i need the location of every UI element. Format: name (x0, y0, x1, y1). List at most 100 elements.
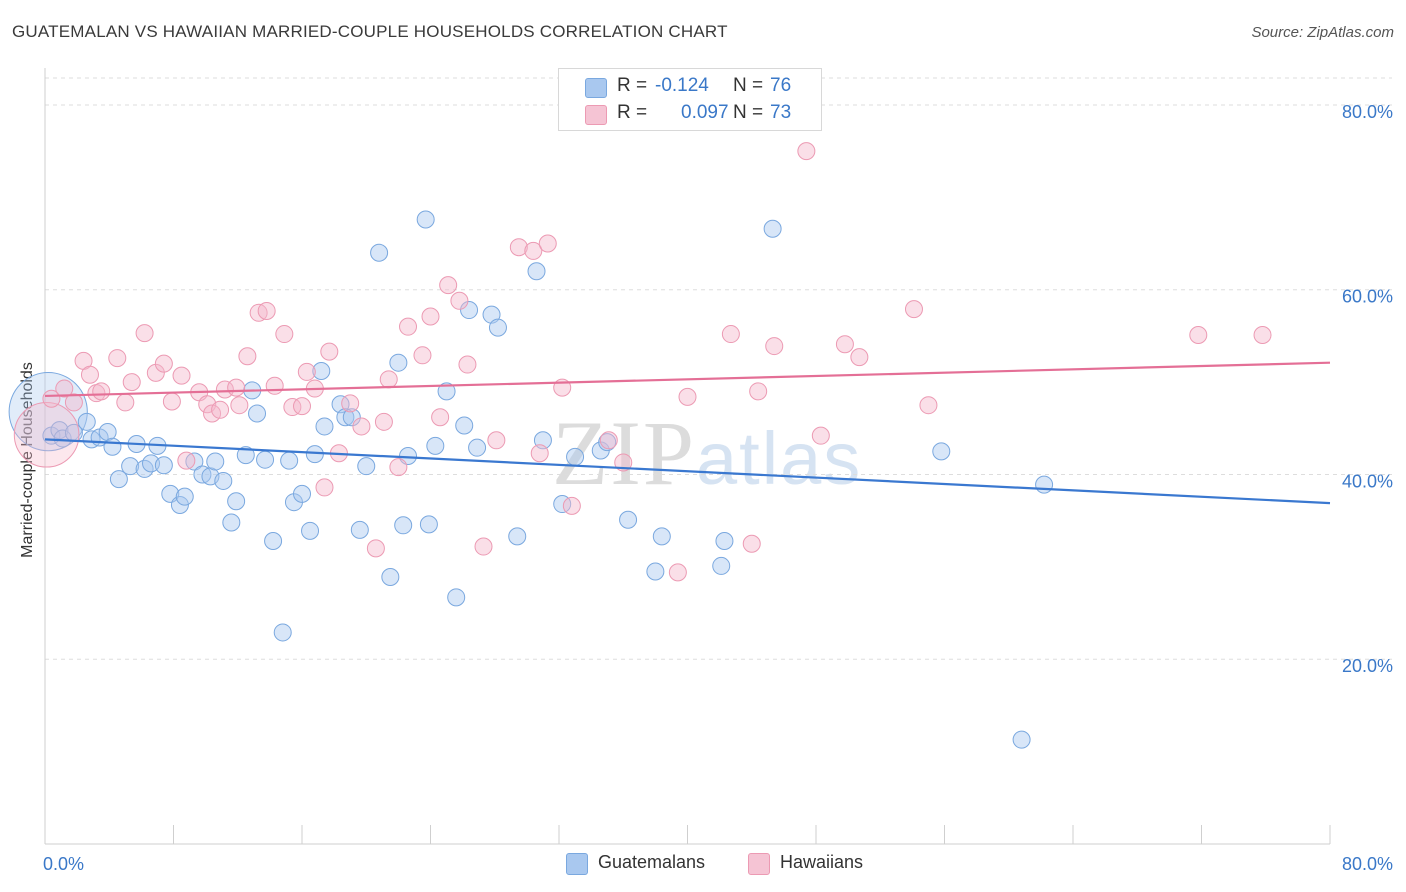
hawaiian-point (366, 539, 385, 558)
hawaiian-point (108, 349, 127, 368)
guatemalan-point (98, 422, 117, 441)
hawaiian-point (42, 389, 61, 408)
hawaiian-point (177, 451, 196, 470)
hawaiian-point (92, 382, 111, 401)
hawaiian-point (64, 393, 83, 412)
hawaiian-point (458, 355, 477, 374)
guatemalan-point (715, 531, 734, 550)
hawaiian-point (275, 325, 294, 344)
hawaiian-point (379, 370, 398, 389)
hawaiian-point (811, 426, 830, 445)
hawaiian-point (1189, 325, 1208, 344)
hawaiian-point (919, 396, 938, 415)
guatemalan-point (293, 484, 311, 503)
hawaiian-point (668, 563, 687, 582)
guatemalan-point (312, 362, 331, 381)
hawaiian-point (215, 380, 234, 399)
hawaiian-point (389, 458, 408, 477)
hawaiian-point (850, 348, 869, 367)
hawaiian-point (399, 317, 418, 336)
hawaiian-point (80, 365, 99, 384)
hawaiian-point (352, 417, 371, 436)
guatemalan-point (416, 210, 435, 229)
hawaiian-point (599, 431, 618, 450)
hawaiian-point (413, 346, 432, 365)
guatemalan-point (1012, 730, 1031, 749)
hawaiian-point (135, 324, 154, 343)
guatemalan-point (488, 318, 507, 337)
guatemalan-point (273, 623, 292, 642)
hawaiian-point (439, 276, 458, 295)
guatemalan-point (646, 562, 665, 581)
y-tick-label: 80.0% (1342, 102, 1393, 122)
hawaiian-point (162, 392, 181, 411)
guatemalan-point (103, 437, 122, 456)
guatemalan-point (53, 429, 72, 448)
hawaiian-point (450, 291, 469, 310)
hawaiian-point (1253, 325, 1272, 344)
guatemalan-point (280, 451, 299, 470)
hawaiian-point (524, 241, 543, 260)
guatemalan-point (264, 531, 283, 550)
guatemalan-point (389, 353, 408, 372)
n-label: N = (733, 75, 764, 96)
guatemalan-point (447, 588, 466, 607)
hawaiian-point (431, 408, 450, 427)
hawaiian-point (297, 362, 316, 381)
guatemalan-point (460, 301, 479, 320)
guatemalan-point (227, 492, 246, 511)
x-tick-label: 0.0% (43, 854, 84, 874)
guatemalan-point (527, 262, 546, 281)
hawaiian-point (509, 238, 528, 257)
hawaiian-point (211, 400, 230, 419)
guatemalan-point (619, 510, 638, 529)
hawaiian-point (230, 396, 249, 415)
guatemalan-point (109, 470, 128, 489)
trend-lines (44, 361, 1331, 505)
guatemalan-point (154, 456, 173, 475)
hawaiian-point (315, 478, 334, 497)
hawaiian-point (765, 337, 784, 356)
zipatlas-watermark: ZIPatlas (552, 402, 863, 504)
pink-swatch-icon (585, 105, 607, 125)
guatemalan-point (508, 527, 527, 546)
hawaiian-point (835, 335, 854, 354)
y-tick-label: 60.0% (1342, 287, 1393, 307)
chart-title: GUATEMALAN VS HAWAIIAN MARRIED-COUPLE HO… (12, 22, 728, 41)
hawaiian-point (487, 431, 506, 450)
guatemalan-point (236, 446, 255, 465)
n-value: 76 (770, 75, 792, 96)
blue-swatch-icon (566, 853, 588, 875)
guatemalan-point (248, 404, 267, 423)
guatemalan-point (206, 452, 225, 471)
hawaiian-point (614, 453, 633, 472)
correlation-legend: R = -0.124 N = 76 R = 0.097 N = 73 (558, 68, 822, 131)
guatemalan-point (712, 556, 731, 575)
guatemalan-trend-line (44, 438, 1331, 505)
guatemalan-point (301, 521, 320, 540)
hawaiian-point (172, 366, 191, 385)
hawaiian-point (238, 347, 257, 366)
hawaiian-point (257, 301, 276, 320)
pink-swatch-icon (748, 853, 770, 875)
guatemalan-point (77, 412, 96, 431)
guatemalan-point (763, 219, 782, 238)
hawaiian-point (122, 373, 141, 392)
blue-swatch-icon (585, 78, 607, 98)
y-tick-label: 40.0% (1342, 471, 1393, 491)
guatemalan-point (214, 471, 233, 490)
hawaiian-point (421, 307, 440, 326)
guatemalan-point (315, 417, 334, 436)
hawaiian-point (341, 394, 360, 413)
guatemalan-point (121, 457, 140, 476)
data-points (8, 142, 1272, 749)
hawaiian-point (797, 142, 816, 161)
guatemalan-point (419, 515, 438, 534)
axes (44, 68, 1331, 845)
hawaiian-point (374, 412, 393, 431)
guatemalan-point (652, 527, 671, 546)
guatemalan-point (222, 513, 241, 532)
guatemalan-point (357, 457, 376, 476)
hawaiian-point (13, 401, 80, 468)
